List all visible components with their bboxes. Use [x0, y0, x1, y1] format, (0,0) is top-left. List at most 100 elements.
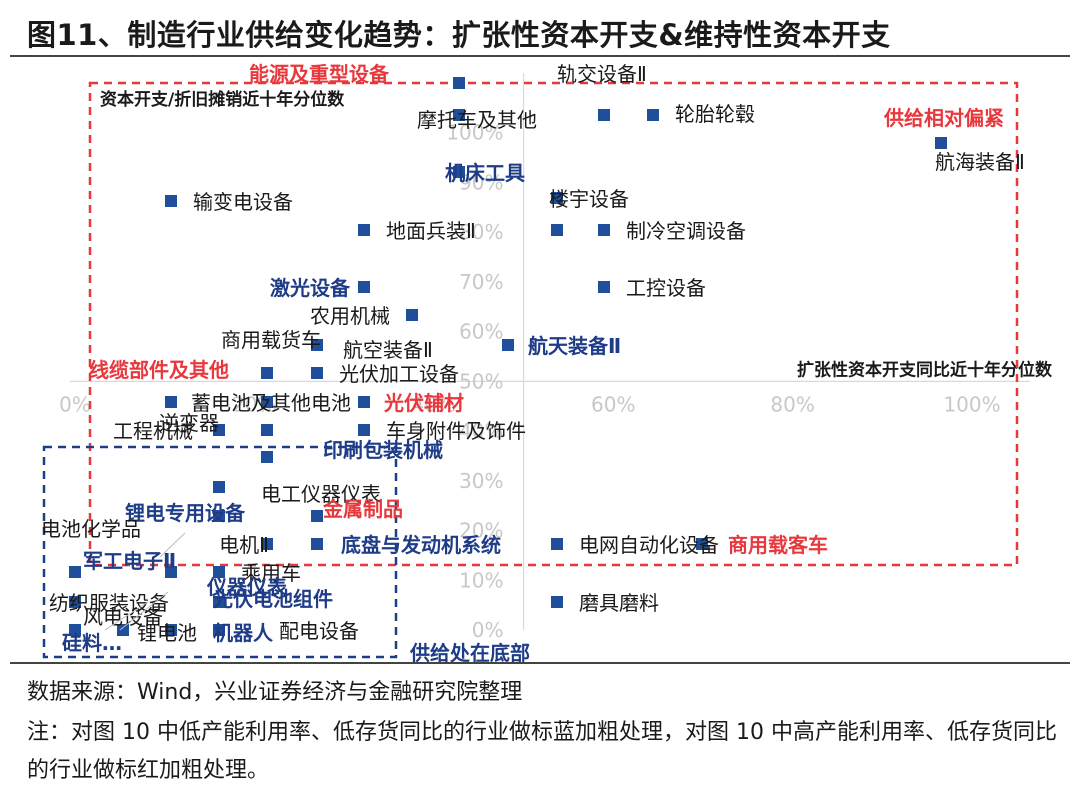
data-point [453, 77, 465, 89]
leader-line [104, 601, 149, 631]
data-point [213, 424, 225, 436]
data-label: 印刷包装机械 [323, 438, 443, 462]
x-tick-label: 100% [943, 392, 1000, 416]
data-point [358, 424, 370, 436]
data-point [165, 566, 177, 578]
x-tick-label: 40% [412, 392, 456, 416]
data-point [69, 624, 81, 636]
data-label: 能源及重型设备 [249, 62, 390, 86]
data-point [69, 566, 81, 578]
y-tick-label: 90% [459, 170, 503, 194]
data-label: 商用载客车 [728, 533, 828, 557]
chart-points [69, 77, 947, 636]
data-point [598, 281, 610, 293]
scatter-chart: 0% 20% 40% 60% 80% 100%0%10%20%30%40%50%60%70… [41, 62, 1053, 665]
data-label: 航海装备Ⅱ [935, 150, 1025, 174]
data-label: 机床工具 [445, 161, 525, 185]
data-label: 商用载货车 [221, 328, 321, 352]
data-label: 底盘与发动机系统 [341, 533, 501, 557]
data-label: 航空装备Ⅱ [343, 338, 433, 362]
data-label: 轨交设备Ⅱ [557, 62, 647, 86]
data-point [117, 624, 129, 636]
data-point [311, 367, 323, 379]
data-label: 线缆部件及其他 [89, 358, 229, 382]
data-label: 金属制品 [322, 497, 403, 521]
x-tick-label: 80% [770, 392, 814, 416]
data-label: 输变电设备 [193, 190, 293, 214]
y-tick-label: 50% [459, 369, 503, 393]
data-point [453, 166, 465, 178]
data-point [311, 538, 323, 550]
box-supply-tight [88, 81, 1019, 567]
data-point [261, 424, 273, 436]
data-label: 工程机械 [113, 419, 193, 443]
note-text: 注：对图 10 中低产能利用率、低存货同比的行业做标蓝加粗处理，对图 10 中高… [27, 720, 1057, 783]
data-point [598, 224, 610, 236]
data-point [551, 224, 563, 236]
data-label: 光伏辅材 [383, 391, 464, 415]
data-point [213, 566, 225, 578]
data-point [358, 396, 370, 408]
data-point [261, 396, 273, 408]
data-point [261, 367, 273, 379]
y-tick-label: 70% [459, 270, 503, 294]
top-rule [10, 55, 1070, 57]
data-label: 蓄电池及其他电池 [191, 391, 351, 415]
data-label: 摩托车及其他 [417, 108, 537, 132]
leader-line [159, 532, 186, 558]
data-point [358, 224, 370, 236]
box-supply-bottom-label: 供给处在底部 [409, 641, 530, 665]
data-point [213, 596, 225, 608]
y-tick-label: 20% [459, 519, 503, 543]
data-label: 电工仪器仪表 [261, 482, 381, 506]
y-tick-label: 30% [459, 469, 503, 493]
data-point [165, 624, 177, 636]
data-label: 地面兵装Ⅱ [386, 219, 476, 243]
chart-axes: 0% 20% 40% 60% 80% 100%0%10%20%30%40%50%60%70… [59, 73, 1053, 642]
box-supply-tight-label: 供给相对偏紧 [883, 106, 1004, 130]
data-point [935, 137, 947, 149]
x-tick-label: 60% [591, 392, 635, 416]
data-label: 车身附件及饰件 [386, 419, 526, 443]
data-label: 工控设备 [626, 276, 706, 300]
box-supply-bottom [42, 445, 398, 659]
data-label: 硅料… [62, 631, 122, 655]
data-label: 制冷空调设备 [626, 219, 746, 243]
figure-title: 图11、制造行业供给变化趋势：扩张性资本开支&维持性资本开支 [27, 18, 891, 52]
data-point [696, 538, 708, 550]
data-point [165, 195, 177, 207]
data-point [165, 396, 177, 408]
data-point [311, 510, 323, 522]
y-axis-title: 资本开支/折旧摊销近十年分位数 [100, 89, 345, 110]
data-point [647, 109, 659, 121]
x-axis-title: 扩张性资本开支同比近十年分位数 [797, 359, 1053, 380]
data-label: 逆变器 [159, 411, 219, 435]
data-label: 机器人 [213, 621, 274, 645]
data-label: 纺织服装设备 [49, 591, 169, 615]
data-label: 风电设备 [83, 605, 163, 629]
data-label: 电机Ⅱ [219, 533, 269, 557]
data-point [551, 538, 563, 550]
data-label: 锂电专用设备 [125, 501, 246, 525]
data-point [69, 596, 81, 608]
data-label: 楼宇设备 [549, 187, 629, 211]
source-text: 数据来源：Wind，兴业证券经济与金融研究院整理 [27, 680, 523, 705]
data-label: 电池化学品 [41, 517, 141, 541]
data-label: 轮胎轮毂 [675, 102, 755, 126]
y-tick-label: 60% [459, 320, 503, 344]
y-tick-label: 40% [459, 419, 503, 443]
x-tick-label: 0% [59, 392, 91, 416]
data-label: 激光设备 [270, 276, 351, 300]
data-point [261, 451, 273, 463]
data-point [261, 538, 273, 550]
data-point [406, 309, 418, 321]
data-point [502, 339, 514, 351]
data-label: 仪器仪表 [206, 575, 288, 599]
data-point [311, 339, 323, 351]
data-label: 光伏加工设备 [339, 362, 459, 386]
data-label: 乘用车 [241, 561, 301, 585]
data-label: 军工电子Ⅱ [83, 549, 176, 573]
y-tick-label: 0% [472, 618, 504, 642]
